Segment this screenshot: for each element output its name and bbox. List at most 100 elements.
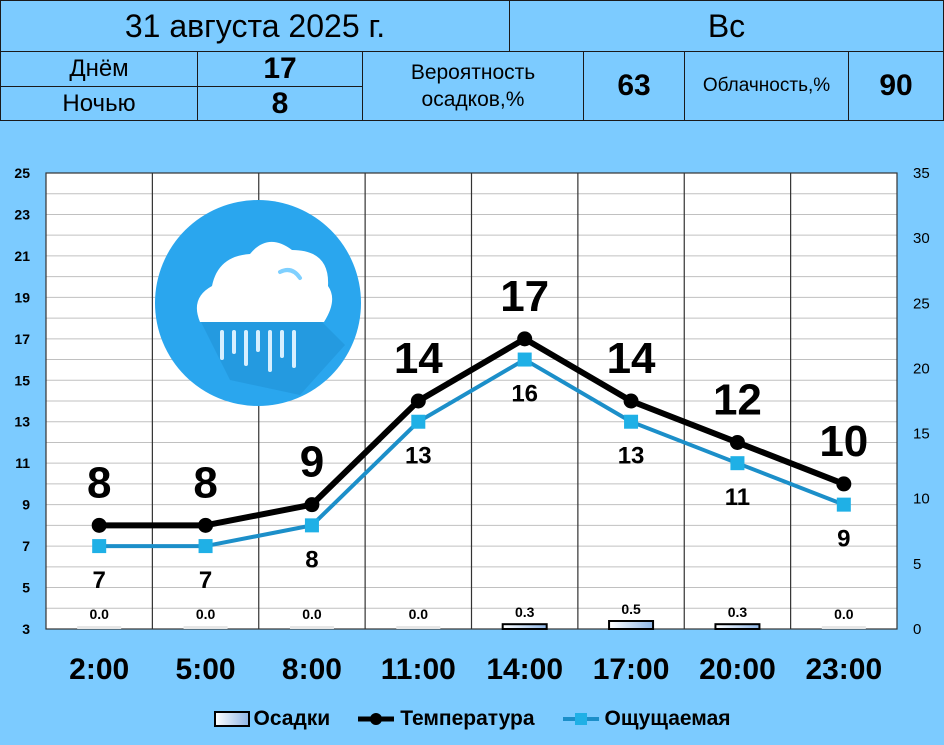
precip-value: 63: [617, 69, 651, 102]
y-right-tick-label: 10: [913, 491, 930, 508]
x-tick-label: 2:00: [69, 653, 129, 686]
feels-like-label: 13: [618, 443, 645, 470]
weekday-text: Вс: [707, 7, 746, 44]
legend-feels-label: Ощущаемая: [604, 707, 731, 730]
y-left-tick-label: 15: [14, 372, 30, 388]
feels-like-label: 13: [405, 443, 432, 470]
x-tick-label: 8:00: [282, 653, 342, 686]
precip-value-label: 0.0: [89, 606, 109, 622]
precip-bar: [396, 626, 441, 629]
precip-bars: 0.0 0.0 0.0 0.0 0.3 0.5 0.3 0.0: [77, 601, 866, 631]
rain-cloud-icon: [155, 200, 361, 406]
x-tick-label: 20:00: [699, 653, 776, 686]
night-label: Ночью: [62, 89, 136, 117]
data-labels: 8 8 9 14 17 14 12 10 7 7 8 13 16 13 11 9: [87, 272, 868, 594]
y-right-tick-label: 15: [913, 426, 930, 443]
plot-border: [45, 172, 898, 630]
temperature-label: 8: [87, 458, 111, 507]
feels-like-marker: [836, 497, 851, 512]
feels-like-marker: [730, 456, 745, 471]
precip-value-label: 0.3: [515, 604, 535, 620]
legend-temp: Температура: [356, 707, 535, 731]
legend: Осадки Температура Ощущаемая: [0, 703, 944, 735]
temperature-label: 17: [500, 272, 549, 321]
x-tick-label: 14:00: [486, 653, 563, 686]
feels-like-label: 16: [511, 381, 538, 408]
x-tick-label: 17:00: [593, 653, 670, 686]
series-lines: [91, 331, 852, 554]
precip-value-label: 0.5: [621, 601, 641, 617]
precip-value-label: 0.0: [196, 606, 216, 622]
y-right-tick-label: 0: [913, 621, 921, 638]
temperature-marker: [198, 517, 214, 533]
y-left-tick-label: 23: [14, 206, 30, 222]
precip-value-label: 0.0: [302, 606, 322, 622]
precip-bar: [289, 626, 334, 629]
y-left-tick-label: 17: [14, 331, 30, 347]
x-tick-label: 5:00: [176, 653, 236, 686]
precip-bar: [714, 623, 761, 631]
precip-bar: [608, 620, 655, 630]
night-value: 8: [271, 86, 289, 120]
y-left-tick-label: 5: [22, 580, 30, 596]
x-tick-label: 11:00: [381, 653, 456, 686]
temperature-marker: [623, 393, 639, 409]
temperature-marker: [729, 434, 745, 450]
feels-like-label: 7: [93, 567, 106, 594]
feels-like-line: [99, 357, 845, 549]
legend-precip: Осадки: [213, 707, 331, 731]
precip-bar: [183, 626, 228, 629]
legend-temp-label: Температура: [400, 707, 535, 730]
y-right-tick-label: 35: [913, 165, 930, 182]
legend-precip-swatch: [213, 711, 250, 727]
precip-bar: [821, 626, 866, 629]
y-left-tick-label: 21: [14, 248, 30, 264]
y-left-tick-label: 9: [22, 497, 30, 513]
temperature-marker: [836, 476, 852, 492]
temperature-label: 8: [193, 458, 217, 507]
day-label-cell: Днём: [0, 51, 198, 87]
y-left-tick-label: 13: [14, 414, 30, 430]
legend-precip-label: Осадки: [253, 707, 331, 730]
temperature-line: [99, 335, 845, 529]
precip-value-label: 0.0: [834, 606, 854, 622]
y-left-tick-label: 7: [22, 538, 30, 554]
day-value: 17: [263, 52, 297, 85]
feels-like-marker: [624, 414, 639, 429]
precip-label-line2: осадков,%: [421, 88, 525, 111]
feels-like-marker: [304, 518, 319, 533]
temperature-marker: [91, 517, 107, 533]
cloud-value: 90: [879, 69, 913, 102]
temperature-marker: [304, 497, 320, 513]
feels-like-marker: [198, 539, 213, 554]
temperature-marker: [410, 393, 426, 409]
temperature-label: 10: [819, 417, 868, 466]
legend-temp-swatch: [358, 713, 395, 725]
temperature-label: 14: [607, 334, 656, 383]
temperature-label: 12: [713, 375, 762, 424]
feels-like-marker: [411, 414, 426, 429]
feels-like-marker: [517, 352, 532, 367]
y-left-tick-label: 11: [15, 455, 30, 471]
date-text: 31 августа 2025 г.: [124, 7, 386, 44]
precip-bar: [77, 626, 122, 629]
feels-like-label: 7: [199, 567, 212, 594]
y-right-tick-label: 5: [913, 556, 921, 573]
day-label: Днём: [69, 55, 129, 82]
x-axis-labels: 2:00 5:00 8:00 11:00 14:00 17:00 20:00 23:00: [69, 653, 882, 686]
cloud-value-cell: 90: [848, 51, 944, 121]
precip-value-label: 0.3: [728, 604, 748, 620]
temperature-label: 14: [394, 334, 443, 383]
y-left-tick-label: 3: [22, 621, 30, 637]
y-left-tick-label: 19: [14, 289, 30, 305]
weather-chart: 0.0 0.0 0.0 0.0 0.3 0.5 0.3 0.0 357911131517192…: [14, 165, 929, 686]
feels-like-label: 11: [725, 484, 750, 511]
temperature-marker: [517, 331, 533, 347]
precip-label-line1: Вероятность: [410, 60, 536, 84]
feels-like-label: 8: [305, 546, 318, 573]
x-tick-label: 23:00: [805, 653, 882, 686]
feels-like-label: 9: [837, 526, 850, 553]
y-right-tick-label: 30: [913, 230, 930, 247]
precip-bar: [501, 623, 548, 631]
